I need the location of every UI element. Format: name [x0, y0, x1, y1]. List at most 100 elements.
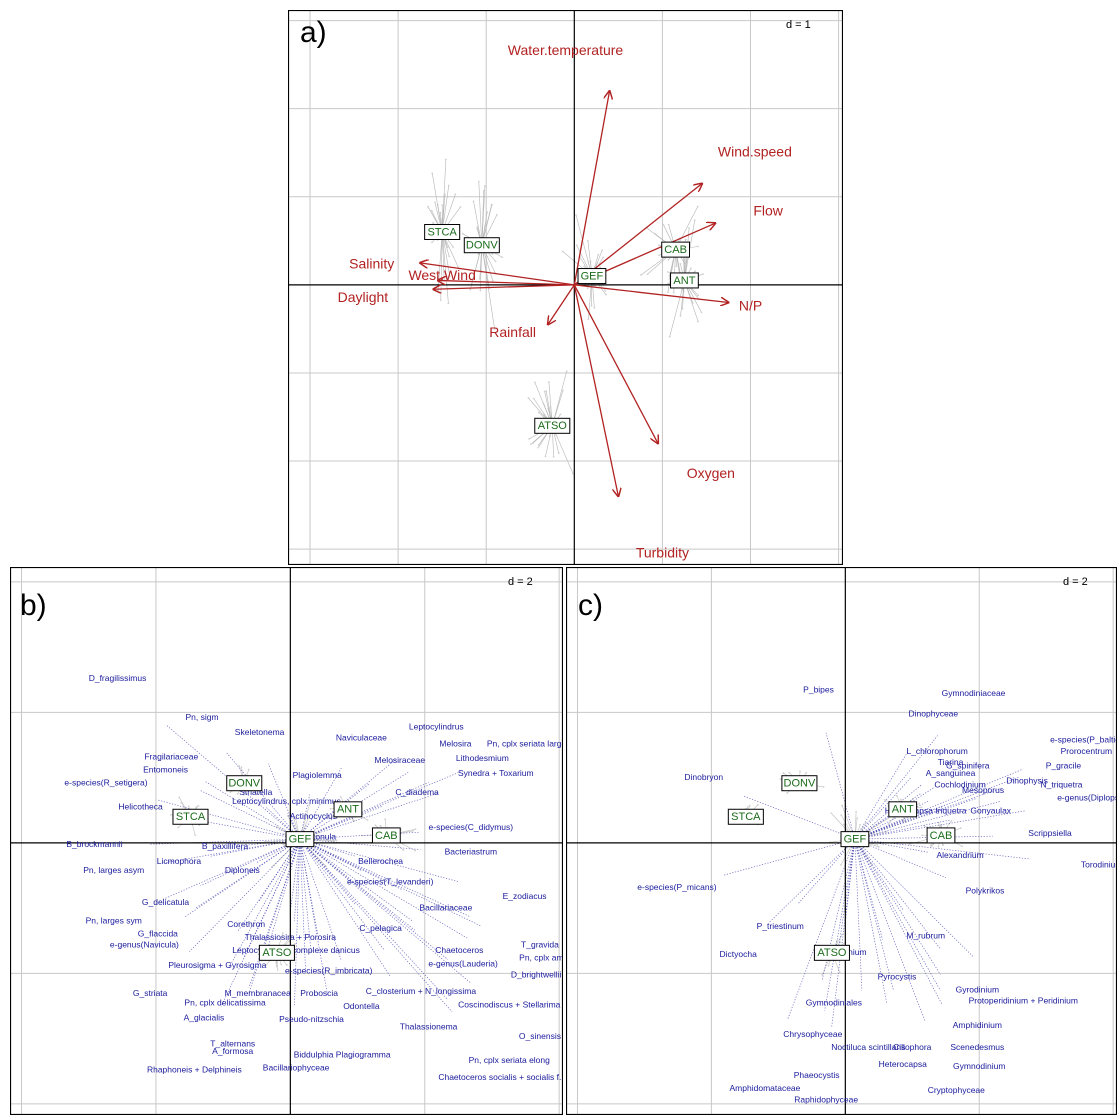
species-line — [854, 839, 894, 991]
species-label: Cryptophyceae — [928, 1085, 985, 1095]
site-point — [197, 804, 200, 807]
site-point — [402, 849, 405, 851]
species-label: Naviculaceae — [336, 733, 387, 743]
species-label: G_delicatula — [142, 897, 190, 907]
site-point — [379, 824, 382, 827]
species-line — [299, 838, 471, 983]
species-label: Leptocylindrus, cplx minimus — [232, 796, 341, 806]
site-point — [821, 973, 824, 976]
vector-label: Water.temperature — [508, 42, 624, 58]
species-label: Mesoporus — [962, 785, 1004, 795]
species-line — [210, 838, 301, 857]
site-point — [786, 792, 789, 794]
species-label: e-species(C_didymus) — [429, 822, 514, 832]
species-label: Torodinium — [1081, 859, 1117, 869]
spider-line — [441, 231, 445, 281]
plot-frame — [288, 10, 843, 565]
group-label-box — [333, 801, 363, 818]
site-point — [384, 818, 387, 821]
species-line — [226, 752, 301, 840]
vector-label: Rainfall — [489, 324, 536, 340]
site-point — [459, 206, 462, 208]
species-label: Chaetoceros socialis + socialis f. radia… — [438, 1072, 563, 1082]
spider-line — [431, 173, 443, 233]
species-line — [854, 838, 947, 879]
species-label: Coscinodiscus + Stellarima — [458, 999, 561, 1009]
grid-lines — [288, 10, 843, 565]
species-label: Leptocylindrus — [409, 722, 464, 732]
site-point — [887, 822, 890, 825]
group-label-box — [813, 944, 850, 961]
site-point — [668, 278, 671, 280]
site-point — [484, 185, 486, 187]
site-point — [596, 262, 599, 264]
site-point — [562, 389, 564, 392]
site-point — [575, 214, 577, 216]
site-point — [693, 219, 696, 222]
site-point — [559, 413, 562, 416]
vector-arrow — [433, 284, 575, 289]
site-point — [308, 814, 311, 817]
site-point — [895, 794, 898, 797]
vector-label: Turbidity — [636, 544, 689, 560]
vector-label: Oxygen — [687, 465, 735, 481]
site-point — [667, 258, 670, 261]
species-line — [299, 759, 396, 840]
site-point — [697, 320, 700, 323]
species-line — [299, 838, 385, 951]
species-label: Fragilariaceae — [144, 751, 198, 761]
species-line — [854, 784, 922, 840]
site-point — [531, 442, 534, 445]
species-label: Gymnodinium — [953, 1061, 1005, 1071]
species-line — [844, 839, 856, 923]
species-label: G_striata — [133, 988, 168, 998]
species-line — [854, 792, 922, 840]
species-label: Plagiolemma — [293, 770, 342, 780]
spider-line — [478, 181, 483, 246]
species-label: Proboscia — [300, 988, 338, 998]
site-point — [281, 932, 284, 934]
species-label: Pn, cplx americana — [519, 953, 563, 963]
species-line — [299, 839, 342, 962]
species-label: Amphidinium — [953, 1020, 1002, 1030]
group-label: GEF — [581, 270, 604, 282]
vector-label: Salinity — [349, 255, 394, 271]
species-label: P_triestinum — [757, 921, 804, 931]
species-label: Alexandrium — [936, 850, 983, 860]
species-label: A_sanguinea — [926, 768, 976, 778]
group-labels: GEF STCA DONV ANT CAB ATSO — [727, 775, 956, 961]
site-point — [782, 772, 785, 774]
site-point — [877, 846, 880, 848]
species-labels: P_bipes Gymnodiniaceae Dinophyceae Dinobryo… — [637, 684, 1117, 1104]
site-point — [198, 824, 201, 827]
site-point — [840, 864, 842, 866]
group-label-box — [670, 272, 699, 289]
group-label: DONV — [466, 240, 498, 252]
site-point — [294, 818, 297, 820]
site-point — [444, 158, 447, 161]
species-label: Helicotheca — [118, 802, 163, 812]
site-point — [532, 397, 535, 400]
site-point — [883, 798, 886, 801]
species-label: Licmophora — [157, 856, 202, 866]
species-line — [299, 838, 449, 1001]
group-label: STCA — [731, 811, 761, 823]
site-point — [275, 825, 278, 828]
species-label: Gymnodiniaceae — [942, 688, 1006, 698]
species-label: e-species(R_setigera) — [64, 777, 147, 787]
species-line — [854, 768, 1024, 840]
site-point — [856, 817, 859, 820]
site-point — [434, 201, 436, 204]
species-line — [854, 839, 863, 991]
site-point — [646, 273, 649, 276]
vector-label: Daylight — [338, 289, 389, 305]
group-label: GEF — [289, 834, 312, 846]
site-point — [841, 933, 844, 936]
species-label: P_bipes — [803, 684, 834, 694]
species-line — [299, 839, 319, 936]
site-point — [247, 768, 250, 771]
group-label: DONV — [784, 778, 816, 790]
species-label: Protoperidinium + Peridinium — [969, 996, 1078, 1006]
site-point — [238, 765, 241, 767]
species-label: Pn, larges sym — [86, 915, 142, 925]
